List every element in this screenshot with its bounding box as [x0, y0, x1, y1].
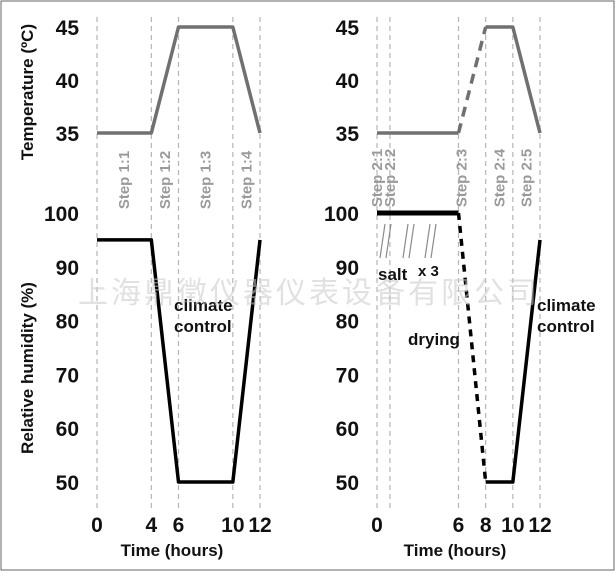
- rh-tick-label: 50: [336, 472, 359, 495]
- step-guides: [96, 17, 541, 508]
- salt-hatch: [408, 223, 415, 259]
- rh-tick-label: 80: [336, 311, 359, 334]
- left-rh-ylabel: Relative humidity (%): [18, 282, 37, 454]
- step-label: Step 1:1: [116, 151, 133, 209]
- step-label: Step 1:3: [198, 151, 215, 209]
- salt-hatch: [430, 223, 437, 259]
- rh-tick-label: 100: [44, 203, 79, 226]
- left-climate-control-annotation: climate control: [174, 296, 237, 336]
- rh-tick-label: 90: [56, 257, 79, 280]
- x-tick-label: 0: [91, 514, 103, 537]
- right-climate-control-annotation: climate control: [537, 296, 600, 336]
- step-label: Step 2:5: [518, 149, 535, 207]
- series-lines: [97, 25, 542, 484]
- left-climate-line2: control: [174, 317, 232, 336]
- rh-tick-label: 90: [336, 257, 359, 280]
- salt-hatch: [379, 223, 386, 259]
- rh-tick-label: 70: [336, 364, 359, 387]
- humidity-line: [456, 212, 488, 483]
- temperature-line: [97, 25, 262, 135]
- salt-hatch: [385, 223, 392, 259]
- step-labels: Step 1:1 Step 1:2 Step 1:3 Step 1:4 Step 2:1…: [116, 148, 535, 209]
- right-xlabel: Time (hours): [404, 541, 507, 560]
- x-tick-label: 6: [453, 514, 465, 537]
- rh-tick-label: 50: [56, 472, 79, 495]
- temp-tick-label: 35: [56, 123, 80, 146]
- humidity-line: [485, 239, 542, 484]
- rh-tick-label: 100: [324, 203, 359, 226]
- right-climate-line2: control: [537, 317, 595, 336]
- step-label: Step 1:2: [157, 151, 174, 209]
- step-label: Step 1:4: [238, 150, 255, 209]
- salt-multiplier: x 3: [418, 263, 439, 280]
- step-label: Step 2:1: [369, 149, 386, 207]
- watermark: 上海鼎徵仪器仪表设备有限公司: [78, 276, 540, 311]
- right-climate-line1: climate: [537, 296, 596, 315]
- temp-tick-label: 45: [56, 17, 80, 40]
- temp-tick-label: 40: [336, 70, 359, 93]
- x-tick-label: 4: [145, 514, 157, 537]
- temperature-line: [456, 26, 488, 134]
- step-label: Step 2:3: [454, 149, 471, 207]
- temp-tick-label: 35: [336, 123, 360, 146]
- left-climate-line1: climate: [174, 296, 233, 315]
- salt-hatch: [424, 223, 431, 259]
- x-tick-label: 10: [501, 514, 524, 537]
- step-label: Step 2:4: [491, 148, 508, 207]
- left-xlabel: Time (hours): [121, 541, 224, 560]
- temp-tick-label: 45: [336, 17, 360, 40]
- x-tick-label: 0: [371, 514, 383, 537]
- rh-tick-label: 60: [336, 418, 359, 441]
- x-tick-label: 8: [480, 514, 492, 537]
- salt-hatch: [402, 223, 409, 259]
- rh-tick-label: 70: [56, 364, 79, 387]
- step-label: Step 2:2: [382, 149, 399, 207]
- x-tick-label: 6: [173, 514, 185, 537]
- drying-annotation: drying: [408, 330, 460, 349]
- rh-tick-label: 60: [56, 418, 79, 441]
- x-tick-label: 10: [221, 514, 244, 537]
- temperature-line: [485, 25, 542, 134]
- temp-tick-label: 40: [56, 70, 79, 93]
- humidity-line: [97, 238, 262, 484]
- rh-tick-label: 80: [56, 311, 79, 334]
- salt-label: salt: [378, 265, 408, 284]
- x-tick-label: 12: [528, 514, 551, 537]
- salt-annotation: salt x 3: [378, 263, 439, 284]
- salt-hatch-marks: [379, 223, 437, 259]
- x-tick-label: 12: [248, 514, 271, 537]
- left-temp-ylabel: Temperature (ºC): [18, 24, 37, 160]
